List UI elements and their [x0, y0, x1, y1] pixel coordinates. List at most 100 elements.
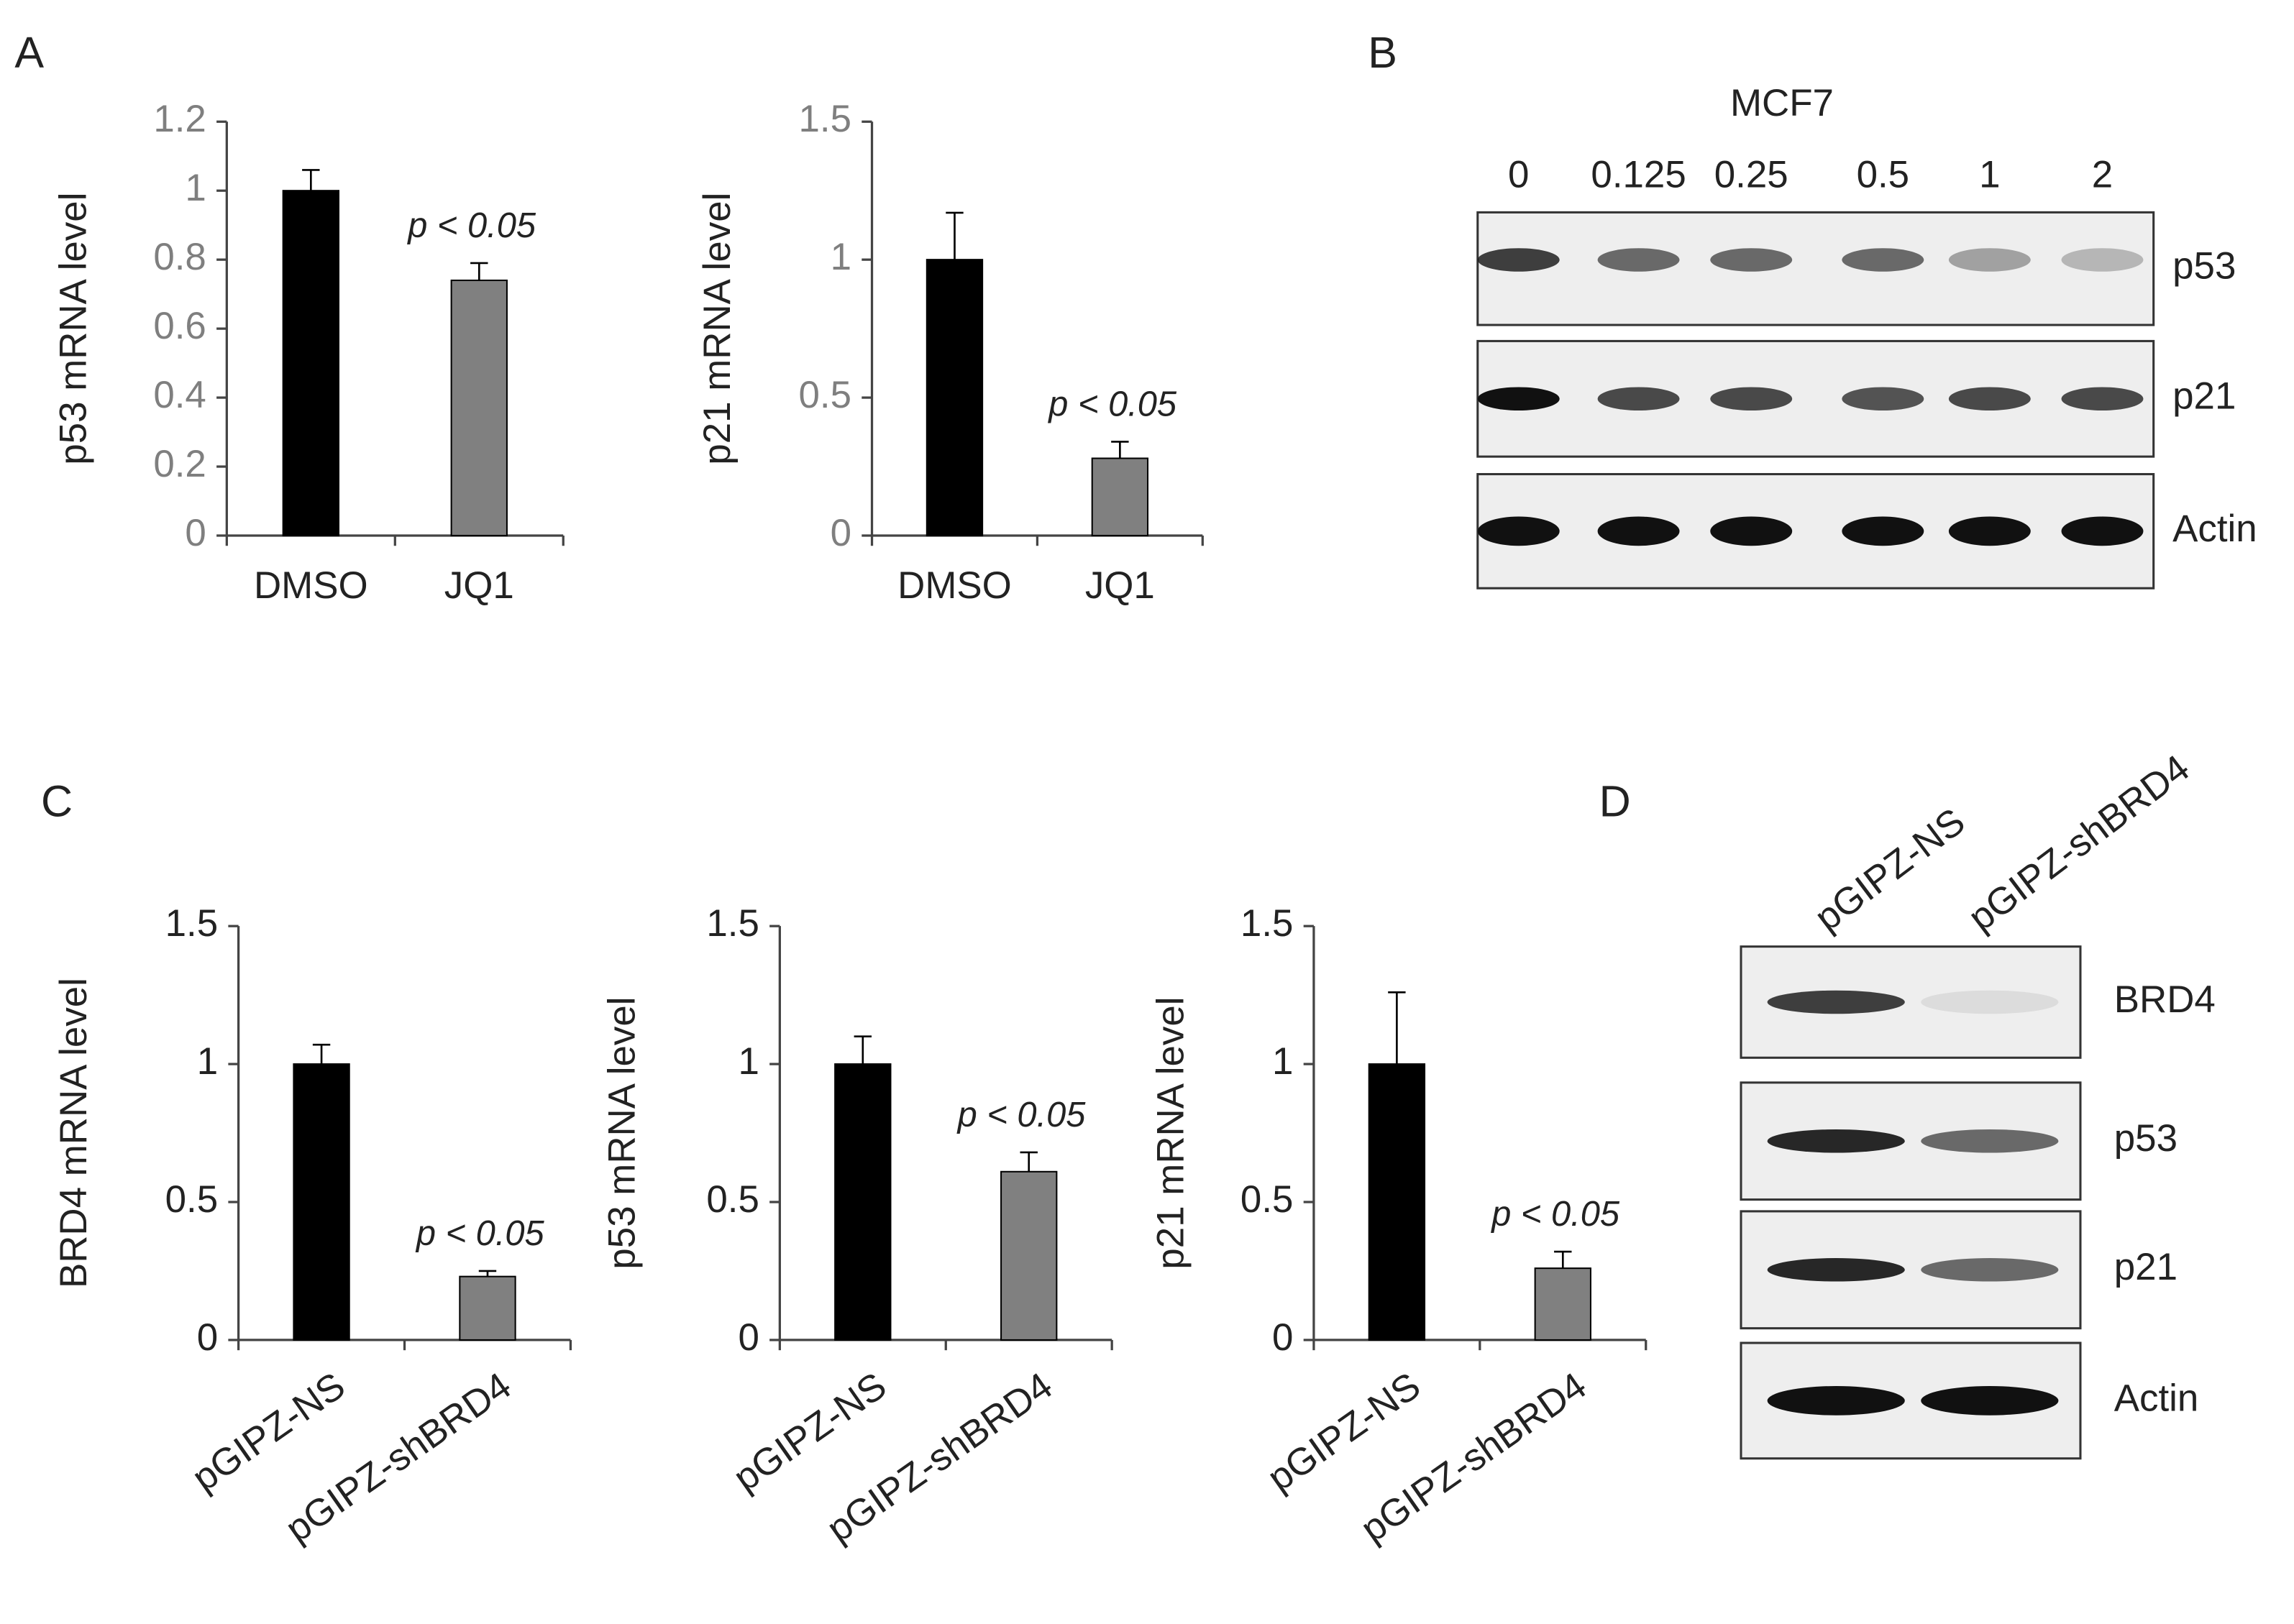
y-tick-label: 1 [831, 236, 851, 278]
lane-label: 0.5 [1857, 154, 1910, 196]
annotation: p < 0.05 [956, 1096, 1087, 1134]
panel-label: C [41, 776, 73, 825]
row-label: p21 [2172, 375, 2236, 418]
band [1767, 1258, 1905, 1282]
y-tick-label: 1 [197, 1040, 218, 1083]
x-tick-label: DMSO [254, 564, 368, 607]
lane-label: 2 [2092, 154, 2113, 196]
error-bar [1554, 1250, 1572, 1269]
bar [926, 259, 984, 537]
y-tick-label: 0.5 [165, 1178, 219, 1221]
band [1767, 990, 1905, 1014]
bar [1000, 1170, 1058, 1341]
y-axis-label: p21 mRNA level [1150, 997, 1192, 1270]
y-axis-label: BRD4 mRNA level [52, 978, 95, 1288]
panel-label: A [14, 28, 44, 77]
y-axis-label: p53 mRNA level [601, 997, 644, 1270]
band [1477, 387, 1560, 411]
band [2061, 516, 2144, 546]
x-tick-label: DMSO [897, 564, 1012, 607]
y-tick-label: 1.5 [799, 98, 852, 140]
y-tick-label: 1 [1272, 1040, 1293, 1083]
error-bar [854, 1035, 872, 1065]
bar [293, 1063, 350, 1341]
y-tick-label: 1.5 [706, 902, 759, 945]
error-bar [470, 262, 488, 280]
band [1477, 516, 1560, 546]
row-label: BRD4 [2114, 978, 2216, 1021]
x-tick-label: JQ1 [1085, 564, 1155, 607]
band [1767, 1129, 1905, 1153]
band [1767, 1386, 1905, 1416]
y-tick-label: 1.5 [1240, 902, 1294, 945]
bar [450, 279, 508, 537]
y-tick-label: 0 [831, 512, 851, 554]
annotation: p < 0.05 [406, 206, 536, 245]
band [1842, 516, 1924, 546]
band [1710, 248, 1793, 272]
x-tick-label: JQ1 [444, 564, 514, 607]
blot-strip [1476, 473, 2155, 589]
band [1921, 990, 2059, 1014]
bar [1534, 1267, 1591, 1341]
bar [1091, 457, 1149, 537]
bar [459, 1275, 516, 1341]
error-bar [312, 1043, 331, 1065]
row-label: Actin [2172, 508, 2257, 550]
lane-label: 0 [1508, 154, 1529, 196]
error-bar [478, 1270, 497, 1277]
panel-label: D [1599, 776, 1631, 825]
band [1842, 248, 1924, 272]
band [1948, 516, 2031, 546]
bar [834, 1063, 892, 1341]
blot-strip [1476, 339, 2155, 458]
row-label: p53 [2114, 1117, 2178, 1160]
x-tick-label: pGIPZ-NS [1260, 1364, 1428, 1500]
bar [282, 190, 339, 537]
band [1710, 516, 1793, 546]
annotation: p < 0.05 [415, 1214, 545, 1253]
row-label: p21 [2114, 1246, 2178, 1288]
error-bar [946, 211, 964, 260]
y-tick-label: 1.2 [153, 98, 206, 140]
y-tick-label: 0.4 [153, 374, 206, 416]
band [1948, 248, 2031, 272]
y-axis-label: p21 mRNA level [696, 193, 739, 465]
lane-label: pGIPZ-shBRD4 [1961, 747, 2198, 940]
lane-label: pGIPZ-NS [1807, 800, 1973, 940]
y-tick-label: 1 [738, 1040, 759, 1083]
y-tick-label: 0 [185, 512, 206, 554]
error-bar [302, 169, 320, 191]
y-tick-label: 0 [197, 1316, 218, 1359]
annotation: p < 0.05 [1047, 385, 1177, 424]
error-bar [1388, 991, 1406, 1065]
y-tick-label: 0 [738, 1316, 759, 1359]
y-tick-label: 0.6 [153, 305, 206, 347]
band [2061, 387, 2144, 411]
y-tick-label: 1 [185, 167, 206, 209]
lane-label: 0.25 [1714, 154, 1788, 196]
band [1948, 387, 2031, 411]
blot-strip [1476, 211, 2155, 326]
x-tick-label: pGIPZ-NS [185, 1364, 353, 1500]
error-bar [1111, 441, 1129, 459]
y-axis-label: p53 mRNA level [52, 193, 95, 465]
y-tick-label: 0.5 [799, 374, 852, 416]
band [1477, 248, 1560, 272]
y-tick-label: 0 [1272, 1316, 1293, 1359]
row-label: p53 [2172, 245, 2236, 288]
band [1597, 387, 1680, 411]
y-tick-label: 0.2 [153, 443, 206, 485]
row-label: Actin [2114, 1377, 2199, 1419]
y-tick-label: 1.5 [165, 902, 219, 945]
y-tick-label: 0.8 [153, 236, 206, 278]
blot-title: MCF7 [1730, 82, 1834, 124]
band [1921, 1258, 2059, 1282]
band [1597, 516, 1680, 546]
error-bar [1020, 1151, 1038, 1172]
lane-label: 0.125 [1591, 154, 1686, 196]
band [1921, 1386, 2059, 1416]
y-tick-label: 0.5 [1240, 1178, 1294, 1221]
lane-label: 1 [1979, 154, 2000, 196]
